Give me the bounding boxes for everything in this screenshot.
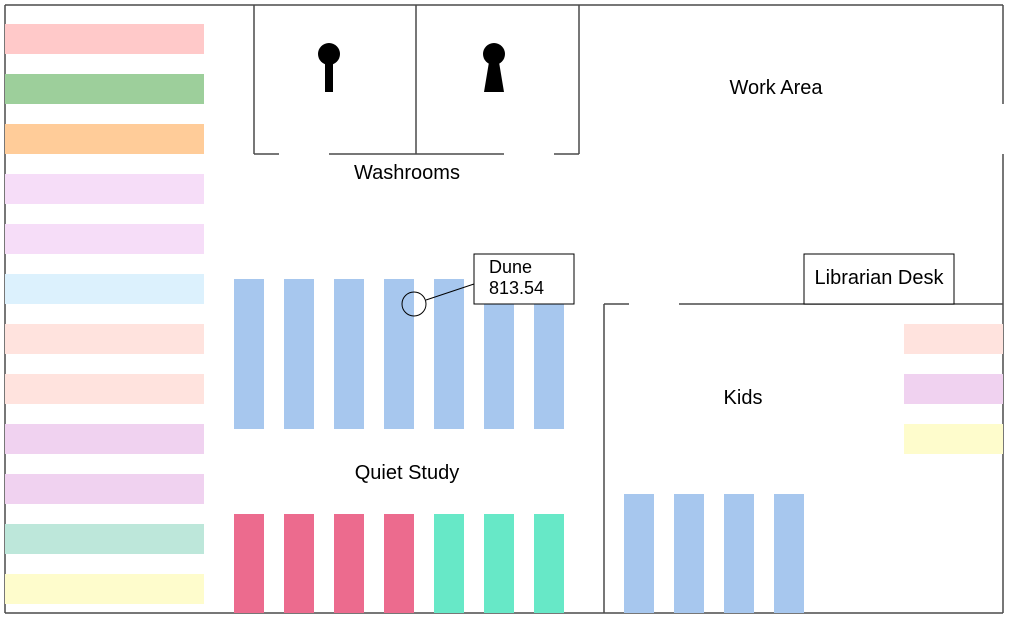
left-shelf (5, 274, 204, 304)
kids-shelf (774, 494, 804, 613)
left-shelf (5, 424, 204, 454)
study-shelves (234, 279, 564, 613)
study-shelf-red (384, 514, 414, 613)
study-shelf-red (234, 514, 264, 613)
work-area-label: Work Area (730, 77, 824, 99)
callout-leader-line (425, 283, 475, 301)
kids-wall-shelf (904, 374, 1003, 404)
left-shelf (5, 324, 204, 354)
callout-box (473, 253, 575, 305)
callout-book-title: Dune (489, 257, 532, 277)
librarian-desk-label: Librarian Desk (815, 267, 945, 289)
left-shelf (5, 24, 204, 54)
left-shelf (5, 74, 204, 104)
study-shelf-green (434, 514, 464, 613)
study-shelf-red (334, 514, 364, 613)
left-shelf (5, 374, 204, 404)
left-shelf (5, 474, 204, 504)
washrooms-label: Washrooms (354, 162, 460, 184)
study-shelf-blue (434, 279, 464, 429)
kids-shelves (624, 494, 804, 613)
kids-label: Kids (724, 387, 763, 409)
male-washroom-icon (318, 43, 340, 92)
book-callout[interactable]: Dune 813.54 (401, 253, 575, 317)
kids-wall-shelves (904, 324, 1003, 454)
left-shelf (5, 174, 204, 204)
book-location-marker[interactable] (401, 291, 427, 317)
callout-call-number: 813.54 (489, 278, 544, 298)
left-shelf (5, 574, 204, 604)
left-shelf (5, 124, 204, 154)
study-shelf-green (534, 514, 564, 613)
kids-shelf (624, 494, 654, 613)
left-shelf (5, 524, 204, 554)
librarian-desk: Librarian Desk (803, 253, 955, 305)
study-shelf-blue (284, 279, 314, 429)
kids-shelf (724, 494, 754, 613)
left-wall-shelves (5, 24, 204, 604)
study-shelf-red (284, 514, 314, 613)
study-shelf-blue (334, 279, 364, 429)
female-washroom-icon (483, 43, 505, 92)
study-shelf-blue (384, 279, 414, 429)
kids-wall-shelf (904, 324, 1003, 354)
washrooms-block (253, 5, 580, 155)
quiet-study-label: Quiet Study (355, 462, 460, 484)
study-shelf-blue (234, 279, 264, 429)
left-shelf (5, 224, 204, 254)
kids-shelf (674, 494, 704, 613)
study-shelf-green (484, 514, 514, 613)
kids-wall-shelf (904, 424, 1003, 454)
